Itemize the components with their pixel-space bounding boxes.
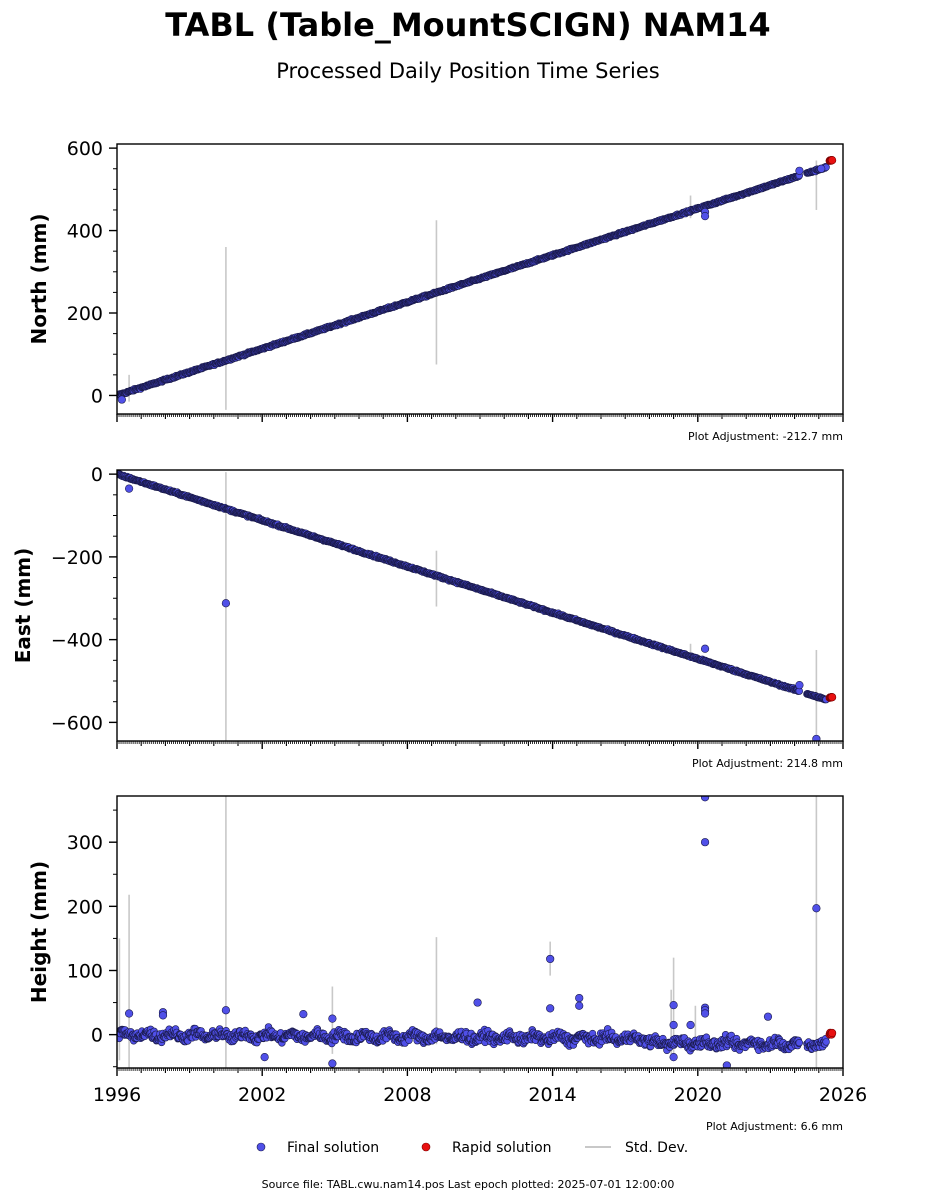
final-solution-outlier: [812, 904, 821, 913]
plot-adjustment-note: Plot Adjustment: 214.8 mm: [692, 757, 843, 770]
final-solution-outlier: [700, 644, 710, 653]
rapid-solution-point: [828, 1028, 837, 1038]
source-footer: Source file: TABL.cwu.nam14.pos Last epo…: [262, 1178, 675, 1191]
x-tick-label: 2026: [819, 1084, 867, 1106]
final-solution-outlier: [795, 166, 804, 175]
y-tick-label: −600: [51, 712, 103, 734]
panel-east: 0 −200 −400 −600 East (mm) Plot Adjustment: 2…: [11, 464, 844, 770]
x-tick-label: 2002: [238, 1084, 286, 1106]
chart-title: TABL (Table_MountSCIGN) NAM14: [165, 6, 770, 44]
legend-rapid-label: Rapid solution: [452, 1140, 552, 1156]
legend-std-label: Std. Dev.: [625, 1140, 688, 1156]
final-solution-outlier: [700, 1009, 710, 1018]
final-solution-outlier: [299, 1010, 308, 1019]
legend-rapid-marker: [421, 1142, 431, 1152]
y-tick-label: 200: [67, 896, 103, 918]
rapid-solution-point: [828, 693, 837, 702]
final-solution-outlier: [700, 212, 710, 221]
y-tick-label: −200: [51, 547, 103, 569]
final-solution-outlier: [117, 395, 126, 404]
x-tick-label: 2020: [674, 1084, 722, 1106]
final-solution-outlier: [125, 1009, 134, 1018]
final-solution-point: [822, 1038, 830, 1046]
final-solution-outlier: [575, 993, 584, 1003]
final-solution-outlier: [686, 1020, 695, 1030]
final-solution-outlier: [763, 1012, 773, 1021]
y-tick-label: 400: [67, 221, 103, 243]
panels: 0 200 400 600 North (mm) Plot Adjustment: -21…: [11, 138, 867, 1133]
final-solution-outlier: [473, 998, 482, 1007]
y-tick-label: 200: [67, 303, 103, 325]
final-solution-outlier: [328, 1059, 337, 1068]
final-solution-outlier: [221, 1006, 230, 1015]
panel-north: 0 200 400 600 North (mm) Plot Adjustment: -21…: [27, 138, 844, 443]
plot-area: [117, 796, 837, 1068]
final-solution-outlier: [328, 1014, 337, 1023]
final-solution-outlier: [700, 796, 710, 802]
y-axis-label: North (mm): [27, 213, 51, 344]
final-solution-outlier: [700, 838, 710, 847]
final-solution-outlier: [546, 1004, 555, 1013]
final-solution-outlier: [722, 1061, 731, 1068]
chart-subtitle: Processed Daily Position Time Series: [276, 59, 660, 83]
final-solution-outlier: [221, 599, 230, 608]
final-solution-outlier: [125, 484, 134, 493]
final-solution-outlier: [795, 681, 804, 690]
final-solution-outlier: [546, 954, 555, 964]
y-tick-label: 300: [67, 832, 103, 854]
x-tick-label: 2008: [383, 1084, 431, 1106]
x-tick-label: 2014: [528, 1084, 576, 1106]
plot-adjustment-note: Plot Adjustment: 6.6 mm: [706, 1120, 843, 1133]
y-tick-label: −400: [51, 630, 103, 652]
legend-final-label: Final solution: [287, 1140, 379, 1156]
final-solution-outlier: [260, 1052, 269, 1062]
final-solution-outlier: [669, 1020, 678, 1030]
y-tick-label: 0: [91, 385, 103, 407]
final-solution-outlier: [812, 734, 821, 741]
legend: Final solution Rapid solution Std. Dev.: [256, 1140, 688, 1156]
y-tick-label: 0: [91, 464, 103, 486]
final-solution-outlier: [669, 1052, 678, 1062]
y-tick-label: 0: [91, 1025, 103, 1047]
y-tick-label: 100: [67, 960, 103, 982]
panel-height: 0 100 200 300 1996 2002 2008 2014 2020 2026 Height…: [27, 795, 867, 1133]
rapid-solution-point: [828, 156, 837, 165]
plot-area: [117, 470, 837, 741]
final-solution-outlier: [817, 164, 826, 173]
final-solution-outlier: [575, 1001, 584, 1010]
final-solution-outlier: [158, 1011, 168, 1020]
y-axis-label: Height (mm): [27, 861, 51, 1003]
final-solution-outlier: [669, 1001, 678, 1010]
x-tick-label: 1996: [93, 1084, 141, 1106]
y-tick-label: 600: [67, 138, 103, 160]
plot-adjustment-note: Plot Adjustment: -212.7 mm: [688, 430, 843, 443]
legend-final-marker: [256, 1142, 266, 1152]
final-solution-point: [795, 1038, 803, 1047]
plot-area: [117, 155, 837, 410]
y-axis-label: East (mm): [11, 548, 35, 664]
